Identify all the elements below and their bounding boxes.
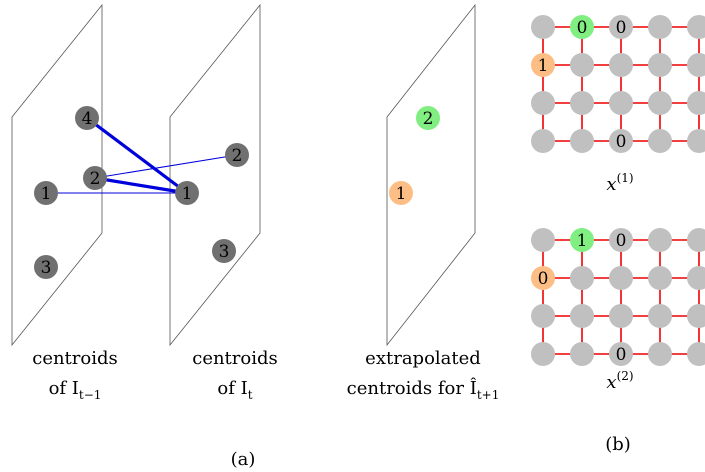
centroid-node: 2 bbox=[416, 106, 440, 130]
grid-node bbox=[570, 342, 594, 366]
grid-node bbox=[531, 53, 555, 77]
centroid-label: 3 bbox=[219, 242, 230, 262]
grid-node bbox=[609, 53, 633, 77]
grid-node bbox=[570, 91, 594, 115]
plane-label-line1: centroids bbox=[32, 348, 118, 369]
plane-label-t: centroids of It bbox=[192, 348, 278, 402]
centroids-t-plus-1: 2 1 bbox=[389, 106, 440, 205]
grid-node-label: 0 bbox=[616, 345, 627, 365]
plane-label-t-minus-1: centroids of It−1 bbox=[32, 348, 118, 402]
grid-x1: 0 0 1 0 bbox=[531, 15, 705, 153]
grid-node-label: 0 bbox=[616, 132, 627, 152]
grid-node bbox=[531, 266, 555, 290]
plane-t-minus-1 bbox=[11, 3, 103, 347]
plane-label-line1: extrapolated bbox=[365, 348, 481, 369]
plane-label-line2: centroids for Ît+1 bbox=[347, 376, 500, 402]
centroid-label: 1 bbox=[41, 184, 52, 204]
plane-label-line2: of It−1 bbox=[49, 378, 102, 402]
grid-node bbox=[531, 91, 555, 115]
centroid-node: 1 bbox=[175, 181, 199, 205]
link-2-to-1 bbox=[94, 176, 188, 195]
grid-node-label: 0 bbox=[616, 18, 627, 38]
grid-node bbox=[609, 129, 633, 153]
grid-node-label: 0 bbox=[538, 269, 549, 289]
grid-node-label: 1 bbox=[577, 231, 588, 251]
grid-node bbox=[570, 304, 594, 328]
grid-node bbox=[648, 228, 672, 252]
plane-t bbox=[169, 3, 261, 347]
centroid-label: 2 bbox=[232, 146, 243, 166]
panel-b-caption: (b) bbox=[605, 434, 631, 455]
grid-node bbox=[609, 304, 633, 328]
grid-node bbox=[609, 266, 633, 290]
grid-node bbox=[687, 15, 705, 39]
centroid-node: 3 bbox=[34, 255, 58, 279]
plane-t-plus-1 bbox=[386, 3, 476, 347]
link-2-to-2 bbox=[94, 154, 238, 179]
grid-node bbox=[687, 91, 705, 115]
grid-node bbox=[648, 15, 672, 39]
grid-node bbox=[609, 15, 633, 39]
grid-node bbox=[609, 342, 633, 366]
grid-node bbox=[531, 304, 555, 328]
centroid-label: 2 bbox=[90, 169, 101, 189]
grid-node bbox=[687, 228, 705, 252]
centroid-node: 2 bbox=[83, 166, 107, 190]
plane-label-line2: of It bbox=[217, 378, 252, 402]
grid-node bbox=[648, 266, 672, 290]
panel-a-caption: (a) bbox=[231, 449, 256, 470]
centroids-t-minus-1: 4 2 1 3 bbox=[34, 106, 107, 279]
centroid-node: 2 bbox=[225, 143, 249, 167]
grid-node bbox=[570, 266, 594, 290]
grid-node bbox=[687, 129, 705, 153]
grid-node-label: 0 bbox=[616, 231, 627, 251]
grid-node-label: 0 bbox=[577, 18, 588, 38]
grid-node bbox=[570, 53, 594, 77]
grid-node bbox=[531, 129, 555, 153]
grid-node bbox=[648, 53, 672, 77]
grid-node bbox=[531, 342, 555, 366]
grid-node bbox=[687, 266, 705, 290]
grid-node bbox=[648, 304, 672, 328]
grid-node bbox=[570, 15, 594, 39]
centroid-label: 1 bbox=[182, 184, 193, 204]
grid-node bbox=[648, 91, 672, 115]
grid-x1-label: x(1) bbox=[606, 171, 633, 195]
grid-node-label: 1 bbox=[538, 56, 549, 76]
grid-node bbox=[609, 228, 633, 252]
centroid-label: 2 bbox=[423, 109, 434, 129]
grid-node bbox=[609, 91, 633, 115]
centroid-node: 4 bbox=[75, 106, 99, 130]
grid-node bbox=[648, 342, 672, 366]
centroid-node: 1 bbox=[34, 181, 58, 205]
grid-node bbox=[570, 129, 594, 153]
grid-node bbox=[531, 228, 555, 252]
grid-x2: 1 0 0 0 bbox=[531, 228, 705, 366]
grid-x2-label: x(2) bbox=[606, 369, 633, 393]
centroid-node: 3 bbox=[212, 239, 236, 263]
grid-node bbox=[648, 129, 672, 153]
centroids-t: 2 1 3 bbox=[175, 143, 249, 263]
grid-node bbox=[687, 53, 705, 77]
link-4-to-1 bbox=[86, 116, 188, 195]
centroid-node: 1 bbox=[389, 181, 413, 205]
grid-node bbox=[687, 342, 705, 366]
grid-node bbox=[687, 304, 705, 328]
grid-node bbox=[570, 228, 594, 252]
plane-label-line1: centroids bbox=[192, 348, 278, 369]
centroid-label: 3 bbox=[41, 258, 52, 278]
centroid-label: 4 bbox=[82, 109, 93, 129]
association-links bbox=[46, 116, 238, 195]
grid-node bbox=[531, 15, 555, 39]
centroid-label: 1 bbox=[396, 184, 407, 204]
plane-label-t-plus-1: extrapolated centroids for Ît+1 bbox=[347, 348, 500, 402]
